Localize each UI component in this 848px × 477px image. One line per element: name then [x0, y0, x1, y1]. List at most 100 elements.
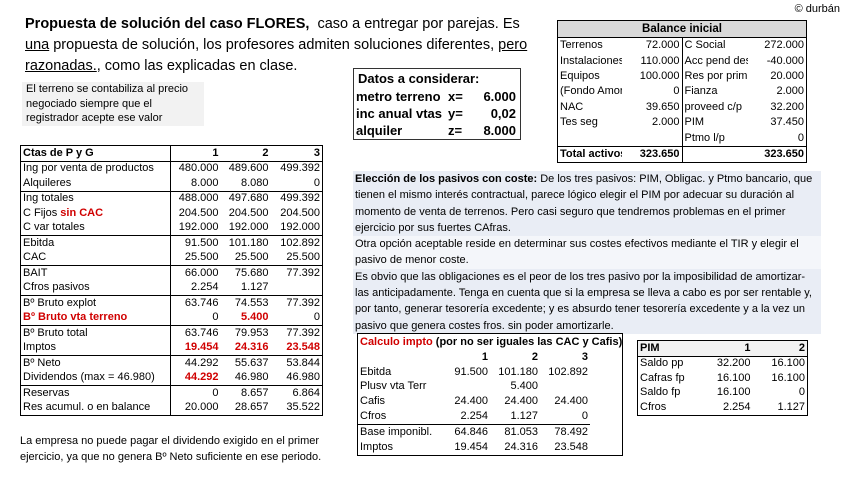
table-cell: 2.254	[722, 400, 751, 413]
table-cell: 66.000	[170, 265, 221, 281]
paragraph-text: De los tres pasivos: PIM, Obligac. y Ptm…	[355, 173, 813, 234]
table-cell: 480.000	[170, 160, 221, 176]
table-cell: 5.400	[510, 380, 538, 393]
table-cell: Bº Bruto explot	[20, 295, 171, 311]
copyright: © durbán	[794, 3, 840, 15]
table-cell: 20.000	[770, 69, 804, 82]
table-cell: 79.953	[220, 325, 271, 341]
table-cell: Bº Bruto vta terreno	[23, 311, 128, 324]
table-cell: 3	[313, 146, 320, 159]
table-cell: 25.500	[170, 250, 221, 266]
table-cell: 8.000	[483, 123, 516, 138]
table-cell: 35.522	[286, 401, 320, 414]
table-cell: 5.400	[240, 311, 269, 324]
table-cell: 204.500	[170, 206, 221, 221]
table-cell: 2	[798, 341, 805, 354]
table-cell: 20.000	[170, 400, 221, 416]
table-cell: Reservas	[20, 385, 171, 401]
table-row: CAC 25.500 25.500 25.500	[21, 250, 323, 266]
table-row: Cafras fp 16.100 16.100	[638, 371, 808, 386]
table-cell: 0	[797, 131, 804, 144]
table-cell: 24.400	[554, 395, 588, 408]
table-cell: 100.000	[639, 69, 680, 82]
table-cell: x=	[448, 89, 463, 104]
table-row: Ing totales 488.000 497.680 499.392	[20, 190, 323, 206]
table-cell: 489.600	[220, 160, 271, 176]
table-cell: 0	[313, 176, 320, 189]
table-row: 1 2 3	[358, 350, 590, 365]
table-row: Alquileres 8.000 8.080 0	[21, 176, 323, 191]
table-cell: 6.864	[270, 385, 323, 401]
table-cell: (Fondo Amort)	[560, 85, 622, 98]
table-cell: Equipos	[560, 69, 600, 82]
table-row: Bº Bruto explot 63.746 74.553 77.392	[20, 295, 323, 311]
table-cell: 75.680	[220, 265, 271, 281]
table-cell: 91.500	[170, 235, 221, 251]
table-cell: 44.292	[170, 370, 221, 386]
table-cell	[622, 130, 682, 146]
pyg-table: Ctas de P y G 1 2 3 Ing por venta de product…	[20, 145, 323, 416]
balance-title: Balance inicial	[558, 21, 806, 38]
table-cell: 78.492	[540, 423, 590, 440]
table-cell: 77.392	[270, 265, 323, 281]
table-row: Tes seg 2.000 PIM 37.450	[558, 114, 806, 131]
table-row: Dividendos (max = 46.980) 44.292 46.980 46.…	[21, 370, 323, 386]
pasivos-text: Elección de los pasivos con coste: De lo…	[353, 171, 821, 334]
table-cell	[271, 281, 323, 296]
table-cell: Ing totales	[20, 190, 171, 206]
table-cell: Dividendos (max = 46.980)	[23, 371, 155, 384]
datos-title: Datos a considerar:	[358, 71, 480, 86]
table-cell: 39.650	[645, 100, 680, 113]
table-cell: 0	[798, 386, 805, 399]
paragraph: Otra opción aceptable reside en determin…	[353, 236, 821, 269]
table-cell: 23.548	[286, 341, 320, 354]
table-cell: 488.000	[170, 190, 221, 206]
table-cell: 28.657	[234, 401, 269, 414]
table-cell: CAC	[23, 251, 47, 264]
table-cell: y=	[448, 106, 463, 121]
table-row: Imptos 19.454 24.316 23.548	[21, 340, 323, 356]
table-cell: 1.127	[240, 281, 269, 294]
table-cell: 1	[481, 350, 488, 363]
table-cell: 499.392	[270, 190, 323, 206]
table-cell: 8.000	[170, 176, 221, 191]
table-cell: PIM	[640, 341, 660, 354]
table-cell: 23.548	[554, 440, 588, 453]
table-row: Base imponibl. 64.846 81.053 78.492	[358, 423, 590, 440]
table-cell: 0	[313, 311, 320, 324]
table-row: Ing por venta de productos 480.000 489.600…	[20, 160, 323, 176]
table-cell: NAC	[560, 100, 584, 113]
pim-table: PIM 1 2 Saldo pp 32.200 16.100 Cafras fp 16.100…	[637, 340, 808, 416]
table-cell: 37.450	[770, 116, 804, 129]
datos-table: metro terreno x= 6.000 inc anual vtas y= 0,02…	[354, 88, 518, 139]
table-cell: 72.000	[645, 39, 680, 52]
table-cell: Ebitda	[360, 365, 392, 378]
table-row: Imptos 19.454 24.316 23.548	[358, 440, 590, 455]
table-cell: Res por prima	[681, 68, 748, 85]
table-cell: Cfros	[640, 400, 667, 413]
table-cell: 0	[170, 310, 221, 326]
table-cell: 19.454	[170, 340, 221, 356]
table-row: Total activos 323.650 323.650	[558, 145, 806, 163]
intro: Propuesta de solución del caso FLORES, c…	[25, 14, 530, 77]
table-cell	[440, 380, 490, 395]
table-cell: Acc pend des	[681, 53, 748, 69]
table-row: Cfros pasivos 2.254 1.127	[21, 280, 323, 296]
table-cell: 81.053	[490, 423, 540, 440]
table-row: C Fijos sin CAC 204.500 204.500 204.500	[21, 206, 323, 221]
table-cell: 16.100	[771, 371, 805, 384]
table-cell: 101.180	[498, 365, 538, 378]
table-cell: 272.000	[764, 39, 804, 52]
table-cell: 77.392	[270, 325, 323, 341]
table-cell: 0	[673, 85, 680, 98]
table-row: alquiler z= 8.000	[354, 122, 518, 139]
table-cell: inc anual vtas	[356, 106, 442, 121]
intro-text: caso a entregar por parejas. Es	[309, 16, 524, 32]
table-cell: 8.657	[220, 385, 271, 401]
table-cell: 2.254	[170, 280, 221, 296]
table-cell: 102.892	[270, 235, 323, 251]
table-cell: Total activos	[558, 145, 622, 163]
table-cell: 24.400	[504, 395, 538, 408]
table-row: BAIT 66.000 75.680 77.392	[20, 265, 323, 281]
